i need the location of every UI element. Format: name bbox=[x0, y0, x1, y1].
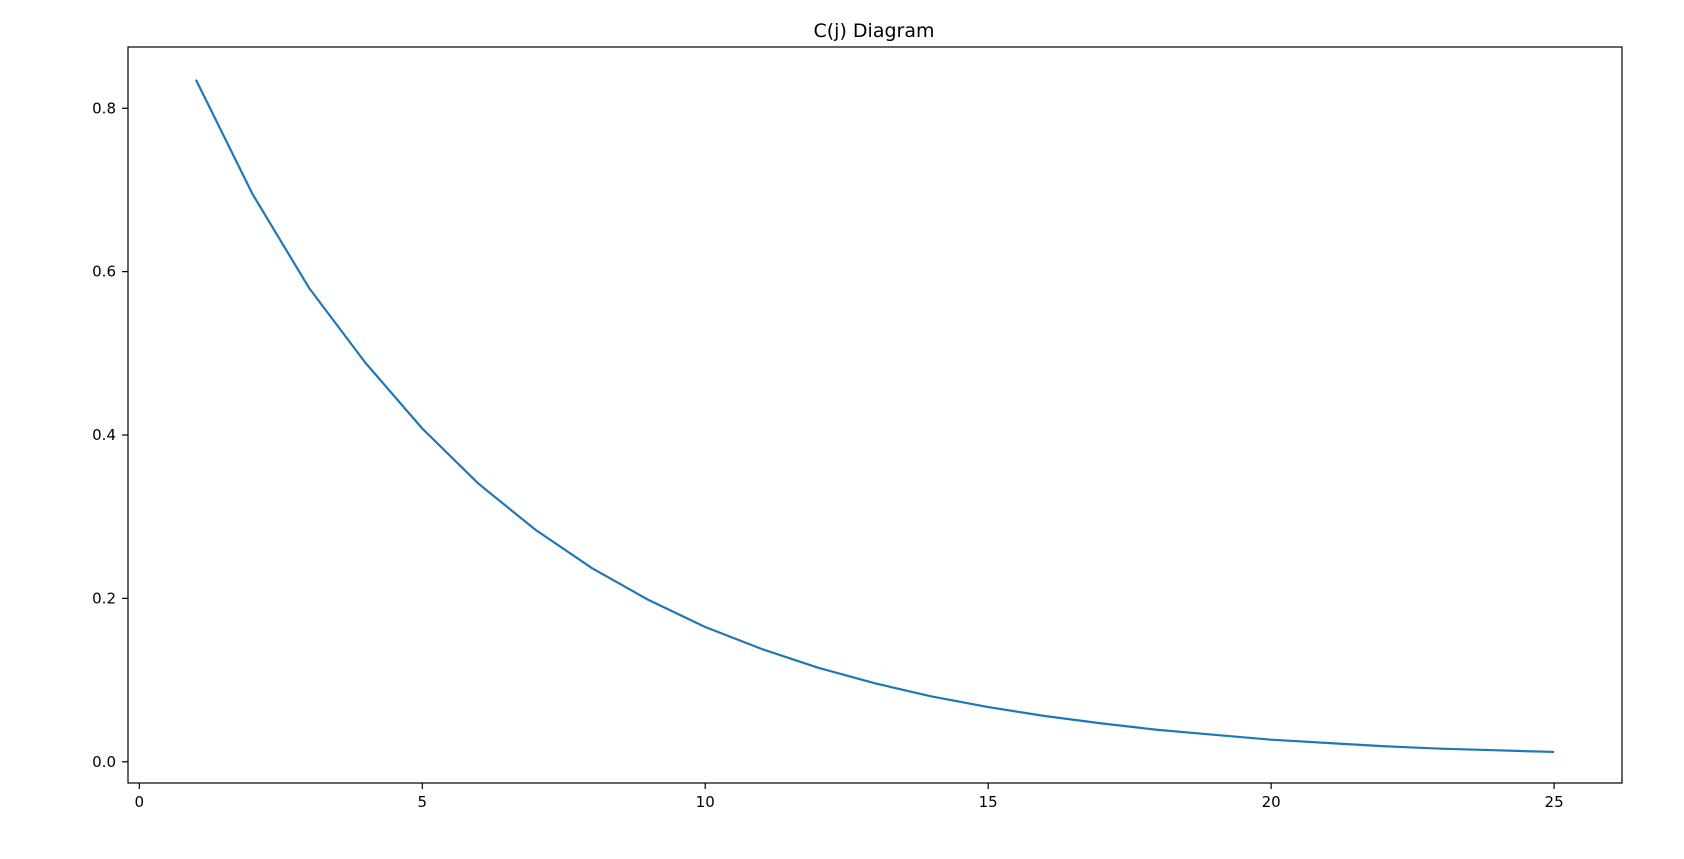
y-tick-label: 0.4 bbox=[92, 426, 116, 444]
x-axis: 0 5 10 15 20 25 bbox=[135, 783, 1564, 811]
y-tick-label: 0.6 bbox=[92, 263, 116, 281]
x-tick-label: 0 bbox=[135, 793, 145, 811]
plot-marks bbox=[194, 79, 1555, 754]
plot-frame bbox=[127, 46, 1623, 784]
y-axis: 0.0 0.2 0.4 0.6 0.8 bbox=[92, 99, 128, 771]
y-tick-label: 0.8 bbox=[92, 99, 116, 117]
x-tick-label: 15 bbox=[979, 793, 998, 811]
x-tick-label: 25 bbox=[1545, 793, 1564, 811]
y-tick-label: 0.0 bbox=[92, 753, 116, 771]
chart-title: C(j) Diagram bbox=[814, 20, 935, 42]
x-tick-label: 20 bbox=[1262, 793, 1281, 811]
x-tick-label: 10 bbox=[696, 793, 715, 811]
x-tick-label: 5 bbox=[417, 793, 427, 811]
series-line bbox=[194, 79, 1555, 754]
y-tick-label: 0.2 bbox=[92, 589, 116, 607]
